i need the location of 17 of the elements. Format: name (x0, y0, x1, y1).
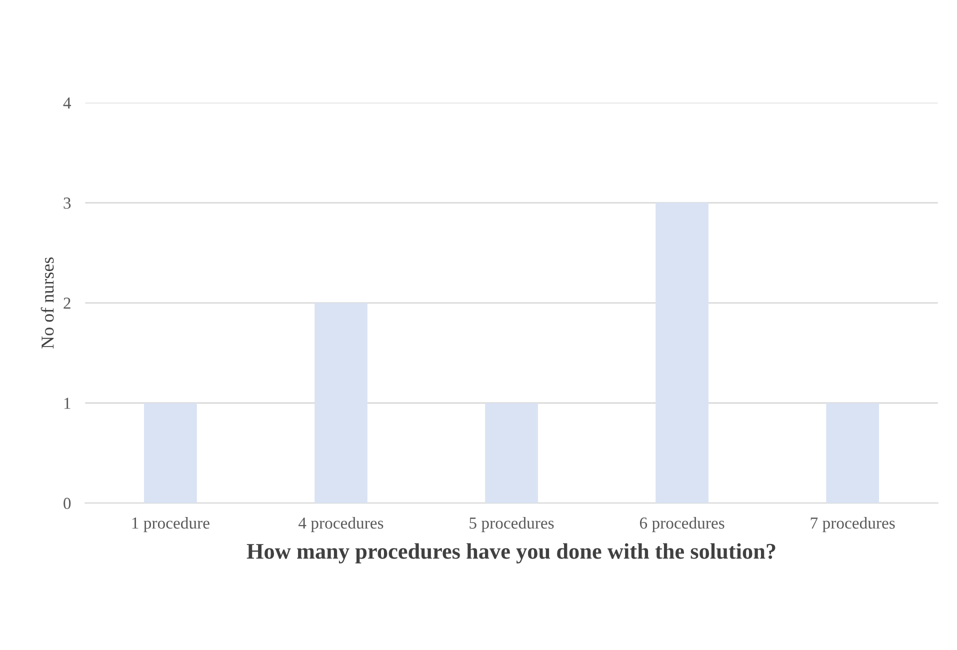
x-tick-label: 1 procedure (132, 516, 210, 532)
x-tick-label: 7 procedures (810, 516, 895, 532)
y-tick-label: 4 (63, 98, 72, 108)
bar (314, 302, 368, 504)
x-tick-label: 6 procedures (640, 516, 724, 532)
y-axis-title: No of nurses (40, 257, 54, 349)
bar (656, 202, 708, 504)
y-tick-label: 0 (64, 498, 71, 510)
bar (826, 403, 880, 504)
bar (144, 403, 197, 504)
x-tick-label: 5 procedures (470, 516, 554, 532)
y-tick-label: 2 (64, 298, 70, 309)
y-tick-label: 3 (64, 198, 71, 209)
bar (485, 403, 538, 504)
x-tick-label: 4 procedures (298, 516, 384, 532)
x-axis-title: How many procedures have you done with the solution? (246, 543, 776, 564)
y-tick-label: 1 (64, 398, 70, 409)
